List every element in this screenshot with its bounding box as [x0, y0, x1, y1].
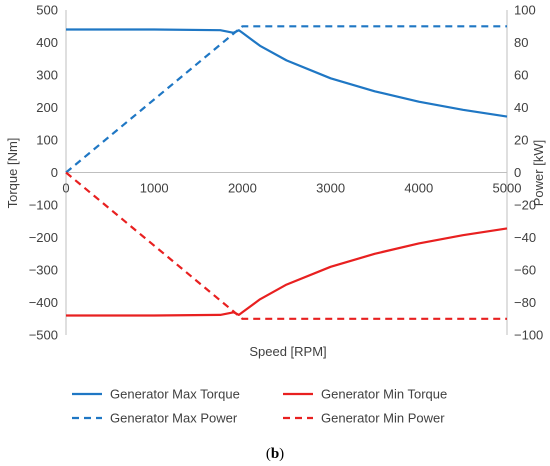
y-tick-label-right: 20: [514, 133, 528, 148]
caption-open: (: [266, 446, 271, 462]
x-tick-label: 1000: [140, 181, 169, 196]
y-tick-label-right: −20: [514, 198, 536, 213]
y-tick-label-left: −200: [29, 230, 58, 245]
y-tick-label-left: −500: [29, 328, 58, 343]
legend: Generator Max Torque Generator Min Torque…: [72, 387, 447, 426]
y-tick-label-left: 200: [36, 100, 58, 115]
y-axis-title-left: Torque [Nm]: [5, 138, 20, 209]
y-tick-label-right: −60: [514, 263, 536, 278]
plot-axes: [65, 10, 508, 335]
y-tick-label-left: 0: [51, 165, 58, 180]
y-tick-label-right: 100: [514, 3, 536, 18]
legend-label: Generator Min Torque: [321, 387, 447, 402]
y-tick-label-right: 40: [514, 100, 528, 115]
y-tick-label-left: 400: [36, 35, 58, 50]
series-line-generator-max-torque: [66, 28, 508, 118]
series-line-generator-min-power: [65, 171, 507, 320]
y-tick-label-right: 80: [514, 35, 528, 50]
caption-letter: b: [271, 446, 279, 462]
legend-label: Generator Min Power: [321, 411, 445, 426]
tick-layer: 5004003002001000−100−200−300−400−5001008…: [29, 3, 544, 343]
x-tick-label: 4000: [404, 181, 433, 196]
x-tick-label: 2000: [228, 181, 257, 196]
y-tick-label-right: 0: [514, 165, 521, 180]
y-tick-label-right: −40: [514, 230, 536, 245]
y-tick-label-right: −80: [514, 295, 536, 310]
y-tick-label-left: 300: [36, 68, 58, 83]
series-layer: [65, 25, 508, 320]
y-tick-label-right: −100: [514, 328, 543, 343]
y-axis-title-right: Power [kW]: [531, 140, 546, 206]
series-line-generator-max-power: [65, 25, 507, 174]
x-tick-label: 5000: [493, 181, 522, 196]
legend-label: Generator Max Power: [110, 411, 238, 426]
caption-close: ): [279, 446, 284, 462]
x-axis-title: Speed [RPM]: [249, 344, 326, 359]
y-tick-label-left: −100: [29, 198, 58, 213]
x-tick-label: 3000: [316, 181, 345, 196]
y-tick-label-left: −300: [29, 263, 58, 278]
legend-label: Generator Max Torque: [110, 387, 240, 402]
y-tick-label-right: 60: [514, 68, 528, 83]
y-tick-label-left: 100: [36, 133, 58, 148]
y-tick-label-left: 500: [36, 3, 58, 18]
x-tick-label: 0: [62, 181, 69, 196]
y-tick-label-left: −400: [29, 295, 58, 310]
series-line-generator-min-torque: [66, 227, 508, 317]
figure-caption: (b): [266, 446, 284, 462]
